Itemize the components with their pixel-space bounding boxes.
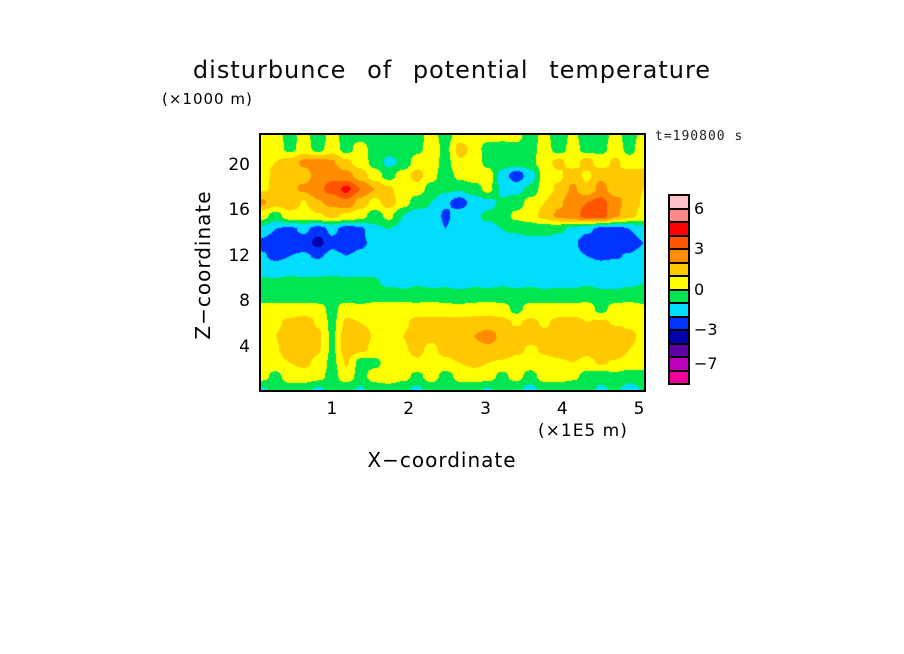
x-tick-label: 4 — [556, 399, 568, 419]
colorbar-swatch — [670, 315, 688, 329]
colorbar-tick-label: 6 — [694, 199, 705, 219]
colorbar-tick-label: −7 — [694, 354, 718, 374]
colorbar-swatch — [670, 369, 688, 383]
colorbar-tick-label: 0 — [694, 279, 705, 299]
time-label: t=190800 s — [655, 129, 744, 144]
colorbar-swatch — [670, 356, 688, 370]
colorbar-swatch — [670, 302, 688, 316]
chart-title: disturbunce of potential temperature — [192, 56, 712, 84]
x-tick-label: 2 — [403, 399, 415, 419]
colorbar-tick-label: 3 — [694, 239, 705, 259]
plot-area — [259, 133, 646, 392]
z-tick-label: 16 — [228, 200, 250, 221]
colorbar-swatch — [670, 288, 688, 302]
z-axis-units: (×1000 m) — [162, 90, 253, 108]
z-tick-label: 20 — [228, 154, 250, 175]
contour-canvas — [261, 135, 644, 390]
colorbar-swatch — [670, 329, 688, 343]
colorbar-tick-label: −3 — [694, 319, 718, 339]
colorbar-swatch — [670, 196, 688, 208]
colorbar-swatch — [670, 261, 688, 275]
colorbar-swatch — [670, 248, 688, 262]
x-axis-units: (×1E5 m) — [538, 421, 628, 441]
x-tick-label: 3 — [480, 399, 491, 419]
colorbar-swatch — [670, 342, 688, 356]
z-tick-label: 12 — [228, 245, 250, 266]
x-tick-label: 1 — [326, 399, 338, 419]
colorbar-swatch — [670, 207, 688, 221]
z-tick-label: 8 — [239, 291, 250, 312]
x-tick-label: 5 — [633, 399, 645, 419]
z-tick-label: 4 — [239, 336, 250, 357]
colorbar-swatch — [670, 275, 688, 289]
x-axis-label: X−coordinate — [367, 448, 517, 472]
colorbar-swatch — [670, 221, 688, 235]
colorbar-swatch — [670, 234, 688, 248]
colorbar — [668, 194, 690, 385]
